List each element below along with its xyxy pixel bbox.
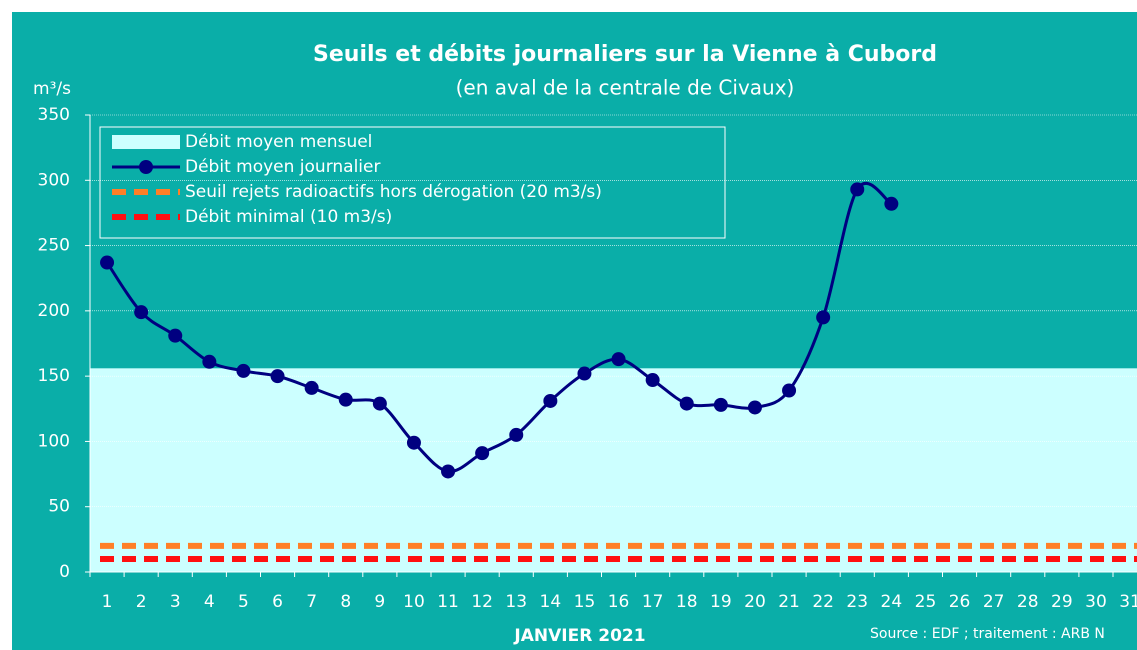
legend-box xyxy=(99,126,726,239)
legend-label: Débit moyen journalier xyxy=(185,157,380,177)
x-tick-label: 14 xyxy=(540,592,562,612)
legend-swatch xyxy=(139,160,153,174)
x-tick-label: 3 xyxy=(170,592,181,612)
y-tick-label: 350 xyxy=(38,105,70,125)
monthly-mean-area xyxy=(90,368,1137,572)
x-tick-label: 26 xyxy=(949,592,971,612)
chart-title: Seuils et débits journaliers sur la Vien… xyxy=(313,42,937,67)
x-tick-label: 4 xyxy=(204,592,215,612)
daily-point xyxy=(645,373,660,388)
x-axis-label: JANVIER 2021 xyxy=(513,626,645,646)
daily-point xyxy=(475,446,490,461)
source: Source : EDF ; traitement : ARB N xyxy=(870,626,1105,642)
daily-point xyxy=(100,255,115,270)
daily-point xyxy=(713,397,728,412)
y-tick-label: 50 xyxy=(48,497,70,517)
x-tick-label: 28 xyxy=(1017,592,1039,612)
x-tick-label: 1 xyxy=(102,592,113,612)
daily-point xyxy=(509,427,524,442)
daily-point xyxy=(782,383,797,398)
daily-point xyxy=(236,363,251,378)
x-tick-label: 11 xyxy=(437,592,459,612)
x-tick-label: 13 xyxy=(505,592,527,612)
legend-label: Débit minimal (10 m3/s) xyxy=(185,207,392,227)
x-tick-label: 7 xyxy=(306,592,317,612)
daily-point xyxy=(406,435,421,450)
daily-point xyxy=(270,369,285,384)
x-tick-label: 5 xyxy=(238,592,249,612)
x-tick-label: 10 xyxy=(403,592,425,612)
chart-subtitle: (en aval de la centrale de Civaux) xyxy=(456,76,795,100)
daily-point xyxy=(850,182,865,197)
daily-point xyxy=(543,393,558,408)
daily-point xyxy=(134,305,149,320)
x-tick-label: 25 xyxy=(915,592,937,612)
x-tick-label: 12 xyxy=(471,592,493,612)
x-tick-label: 30 xyxy=(1085,592,1107,612)
daily-point xyxy=(372,396,387,411)
x-tick-label: 20 xyxy=(744,592,766,612)
x-tick-label: 6 xyxy=(272,592,283,612)
x-tick-label: 24 xyxy=(881,592,903,612)
x-tick-label: 27 xyxy=(983,592,1005,612)
y-tick-label: 250 xyxy=(38,236,70,256)
legend-swatch xyxy=(112,135,180,149)
x-tick-label: 17 xyxy=(642,592,664,612)
x-tick-label: 15 xyxy=(574,592,596,612)
daily-point xyxy=(884,196,899,211)
y-tick-label: 0 xyxy=(59,562,70,582)
x-tick-label: 16 xyxy=(608,592,630,612)
legend: Débit moyen mensuel Débit moyen journalie… xyxy=(99,126,726,239)
y-tick-label: 150 xyxy=(38,366,70,386)
legend-label: Débit moyen mensuel xyxy=(185,132,372,152)
y-tick-label: 300 xyxy=(38,170,70,190)
daily-point xyxy=(577,366,592,381)
daily-point xyxy=(304,380,319,395)
daily-point xyxy=(338,392,353,407)
x-tick-label: 19 xyxy=(710,592,732,612)
y-axis-label: m³/s xyxy=(33,79,71,99)
daily-point xyxy=(747,400,762,415)
x-tick-label: 8 xyxy=(340,592,351,612)
x-tick-label: 31 xyxy=(1119,592,1137,612)
daily-point xyxy=(441,464,456,479)
x-tick-label: 18 xyxy=(676,592,698,612)
x-tick-label: 9 xyxy=(374,592,385,612)
x-tick-label: 29 xyxy=(1051,592,1073,612)
daily-point xyxy=(679,396,694,411)
y-tick-label: 100 xyxy=(38,431,70,451)
daily-point xyxy=(168,328,183,343)
x-tick-label: 21 xyxy=(778,592,800,612)
x-tick-label: 23 xyxy=(846,592,868,612)
daily-point xyxy=(202,354,217,369)
legend-label: Seuil rejets radioactifs hors dérogation… xyxy=(185,182,602,202)
daily-point xyxy=(611,352,626,367)
x-tick-label: 22 xyxy=(812,592,834,612)
y-tick-label: 200 xyxy=(38,301,70,321)
daily-point xyxy=(816,310,831,325)
x-tick-label: 2 xyxy=(136,592,147,612)
